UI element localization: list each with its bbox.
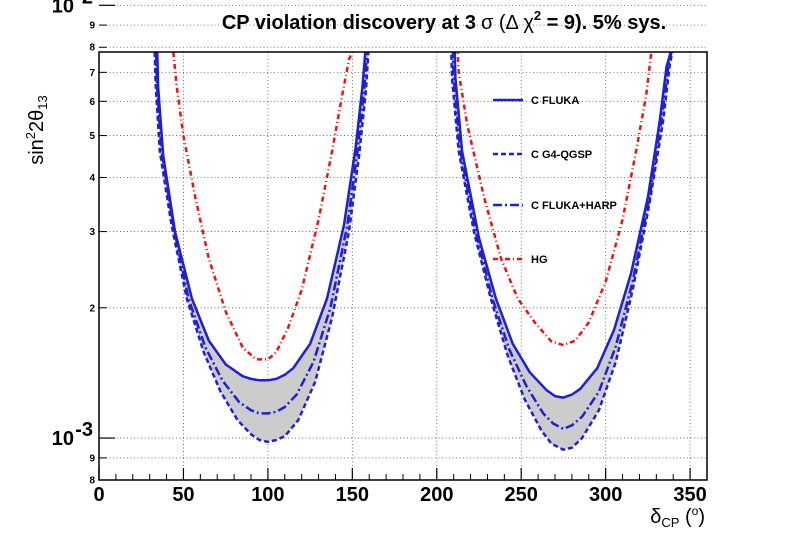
legend-label-c-g4-qgsp: C G4-QGSP — [531, 149, 592, 161]
x-tick-label: 300 — [589, 484, 622, 506]
y-major-tick-label: 10 — [52, 0, 74, 17]
y-minor-tick-label: 9 — [89, 453, 95, 464]
y-major-tick-exponent: -3 — [75, 419, 93, 441]
plot-frame — [98, 51, 708, 481]
x-tick-label: 350 — [673, 484, 706, 506]
y-minor-tick-label: 7 — [89, 68, 95, 79]
y-minor-tick-label: 5 — [89, 131, 95, 142]
title-prefix: CP violation discovery at 3 — [222, 12, 476, 34]
series-line-hg — [456, 52, 653, 347]
x-label-main: δ — [650, 506, 661, 528]
x-tick-label: 50 — [172, 484, 194, 506]
y-major-tick-label: 10 — [52, 428, 74, 450]
band-area — [154, 52, 369, 442]
curves — [153, 52, 674, 451]
y-major-tick-exponent: -2 — [75, 0, 93, 8]
x-tick-label: 250 — [505, 484, 538, 506]
x-tick-label: 0 — [93, 484, 104, 506]
x-axis-label: δCP (o) — [650, 504, 705, 530]
y-minor-tick-label: 9 — [89, 21, 95, 32]
x-tick-label: 100 — [251, 484, 284, 506]
series-line-c-fluka — [156, 52, 367, 382]
x-tick-label: 150 — [336, 484, 369, 506]
title-sigma: σ — [481, 12, 494, 34]
x-label-sub: CP — [661, 515, 679, 530]
title-exponent: 2 — [534, 8, 541, 23]
legend-label-hg: HG — [531, 254, 548, 266]
band-area — [451, 52, 673, 450]
series-line-c-fluka — [453, 52, 673, 399]
y-label-main: sin — [26, 139, 48, 165]
legend-label-c-fluka-harp: C FLUKA+HARP — [531, 200, 617, 212]
series-line-c-fluka-harp — [451, 52, 673, 431]
shaded-band — [154, 52, 673, 450]
legend: C FLUKA C G4-QGSP C FLUKA+HARP HG — [493, 95, 617, 266]
grid — [99, 4, 707, 481]
x-label-open: ( — [679, 506, 692, 528]
y-minor-tick-label: 3 — [89, 227, 95, 238]
y-minor-tick-label: 8 — [89, 43, 95, 54]
y-label-sub: 13 — [35, 95, 50, 109]
y-minor-tick-label: 2 — [89, 303, 95, 314]
y-axis-label: sin22θ13 — [23, 95, 50, 165]
title-delta: (Δ — [493, 12, 523, 34]
title-chi: χ — [523, 12, 534, 34]
y-label-exp: 2 — [23, 132, 38, 139]
series-line-c-fluka-harp — [154, 52, 369, 415]
series-line-c-g4-qgsp — [153, 52, 370, 444]
y-minor-tick-label: 4 — [89, 173, 95, 184]
title-suffix: = 9). 5% sys. — [541, 12, 666, 34]
y-label-mid: 2θ — [26, 110, 48, 132]
x-label-close: ) — [698, 506, 705, 528]
x-label-degree: o — [692, 504, 699, 518]
axes: 050100150200250300350892345678923456710-… — [52, 0, 707, 506]
y-minor-tick-label: 8 — [89, 476, 95, 487]
x-tick-label: 200 — [420, 484, 453, 506]
legend-label-c-fluka: C FLUKA — [531, 95, 579, 107]
y-minor-tick-label: 6 — [89, 97, 95, 108]
